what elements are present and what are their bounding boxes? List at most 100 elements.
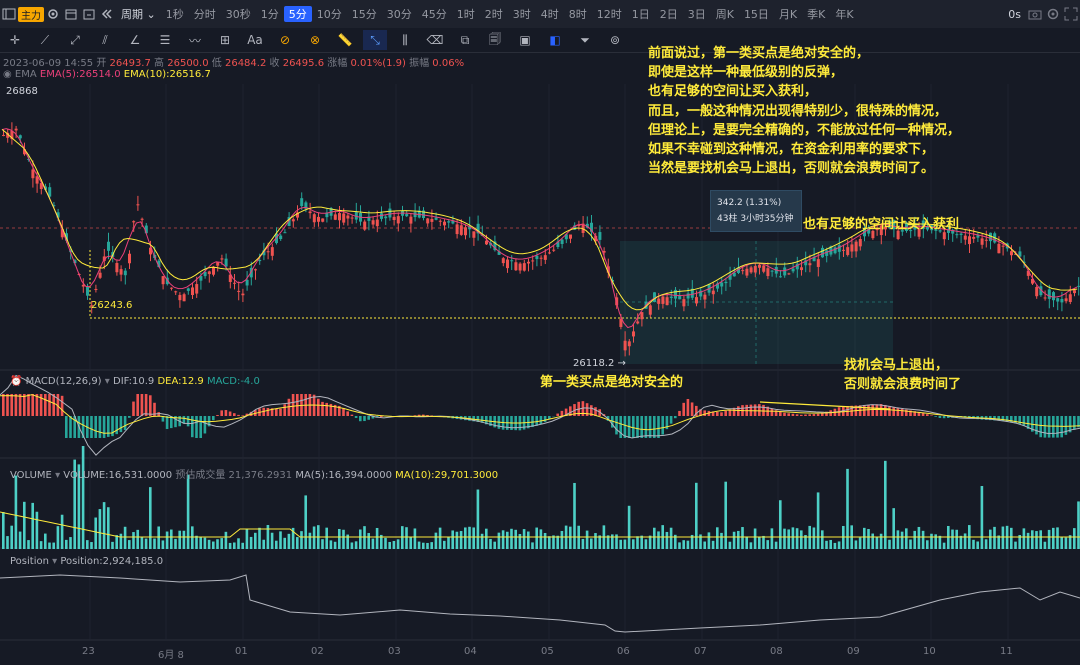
candle-body [115,263,119,273]
timeframe-12[interactable]: 4时 [540,8,559,21]
settings-gear-icon[interactable] [44,5,62,23]
candle-body [842,249,845,251]
dea-line [0,394,1080,434]
volume-bar [770,528,774,549]
link-icon[interactable]: ◧ [549,33,561,47]
macd-bar [1073,416,1076,430]
timeframe-9[interactable]: 1时 [456,8,475,21]
image-icon[interactable]: ▣ [519,33,531,47]
settings-icon[interactable] [1044,5,1062,23]
macd-bar [1077,416,1080,428]
timeframe-15[interactable]: 1日 [631,8,650,21]
add-shape-icon[interactable]: ⊞ [219,33,231,47]
candle-body [724,281,728,284]
candle-body [56,212,60,218]
timeframe-16[interactable]: 2日 [659,8,678,21]
timeframe-2[interactable]: 30秒 [225,8,251,21]
volume-bar [959,535,963,549]
chevron-down-icon[interactable]: ▾ [55,470,61,481]
timeframe-8[interactable]: 45分 [421,8,447,21]
camera-icon[interactable] [1026,5,1044,23]
volume-bar [329,540,333,549]
volume-bar [619,539,622,549]
macd-dea: DEA:12.9 [157,376,204,387]
timeframe-5[interactable]: 10分 [316,8,342,21]
volume-forecast: 预估成交量 21,376.2931 [175,470,293,481]
candle-style-icon[interactable]: ⫼ [402,32,408,47]
volume-bar [821,530,824,549]
period-dropdown[interactable]: 周期 ⌄ [116,6,161,22]
wave-pattern-icon[interactable]: 〰 [188,33,201,48]
trend-line-icon[interactable]: ⟋ [40,32,50,47]
eraser-icon[interactable]: ⌫ [426,33,444,47]
macd-bar [1039,416,1042,438]
high-marker-label: 26868 [6,86,38,97]
volume-bar [413,528,417,549]
eye-icon[interactable]: ◉ [3,69,12,80]
angle-icon[interactable]: ∠ [129,33,141,47]
candle-body [682,299,686,307]
volume-bar [207,539,211,549]
candle-body [510,260,514,262]
text-tool[interactable]: Aa [247,33,263,47]
volume-bar [485,528,488,549]
volume-bar [825,540,828,549]
collapse-icon[interactable] [0,5,18,23]
clear-drawings-icon[interactable]: ⊚ [609,33,621,47]
timeframe-22[interactable]: 年K [835,8,854,21]
volume-bar [434,532,438,549]
note-icon[interactable]: 🗐 [489,31,501,46]
macd-bar [753,404,757,416]
fib-retracement-icon[interactable]: ☰ [159,33,171,47]
timeframe-11[interactable]: 3时 [512,8,531,21]
alarm-icon[interactable]: ⏰ [10,376,23,387]
timeframe-17[interactable]: 3日 [687,8,706,21]
lock-icon[interactable]: ⊗ [309,33,321,47]
volume-bar [993,526,996,549]
timeframe-13[interactable]: 8时 [568,8,587,21]
calendar-icon[interactable] [62,5,80,23]
volume-bar [380,534,383,549]
candle-body [951,229,955,234]
macd-bar [564,408,568,416]
chevron-down-icon[interactable]: ▾ [52,556,58,567]
ray-line-icon[interactable]: ⤢ [70,32,80,47]
volume-bar [997,535,1000,549]
timeframe-0[interactable]: 1秒 [165,8,184,21]
snapshot-icon[interactable] [80,5,98,23]
fullscreen-icon[interactable] [1062,5,1080,23]
candle-body [947,228,950,233]
volume-bar [136,529,139,549]
volume-bar [837,541,841,549]
timeframe-10[interactable]: 2时 [484,8,503,21]
candle-body [464,227,467,236]
copy-icon[interactable]: ⧉ [460,32,470,47]
candle-body [325,212,329,218]
high-value: 26500.0 [167,58,209,69]
timeframe-14[interactable]: 12时 [596,8,622,21]
timeframe-20[interactable]: 月K [778,8,798,21]
measure-icon[interactable]: ⤡ [363,30,387,50]
candle-body [224,258,228,267]
timeframe-3[interactable]: 1分 [260,8,279,21]
timeframe-4[interactable]: 5分 [283,6,312,22]
chevron-down-icon[interactable]: ▾ [104,376,110,387]
macd-bar [212,416,215,421]
crosshair-icon[interactable]: ✛ [9,33,21,47]
filter-icon[interactable]: ⏷ [580,32,590,47]
rewind-icon[interactable] [98,5,116,23]
timeframe-19[interactable]: 15日 [743,8,769,21]
timeframe-18[interactable]: 周K [715,8,734,21]
volume-bar [472,527,475,549]
magnet-icon[interactable]: ⊘ [279,33,291,47]
timeframe-6[interactable]: 15分 [351,8,377,21]
indicator-main-button[interactable]: 主力 [18,6,44,22]
timeframe-21[interactable]: 季K [807,8,826,21]
timeframe-1[interactable]: 分时 [193,8,216,21]
timeframe-7[interactable]: 30分 [386,8,412,21]
ruler-icon[interactable]: 📏 [337,33,353,47]
channel-icon[interactable]: ⫽ [102,32,108,47]
ema10-line [1,128,1078,311]
candle-body [535,255,539,260]
